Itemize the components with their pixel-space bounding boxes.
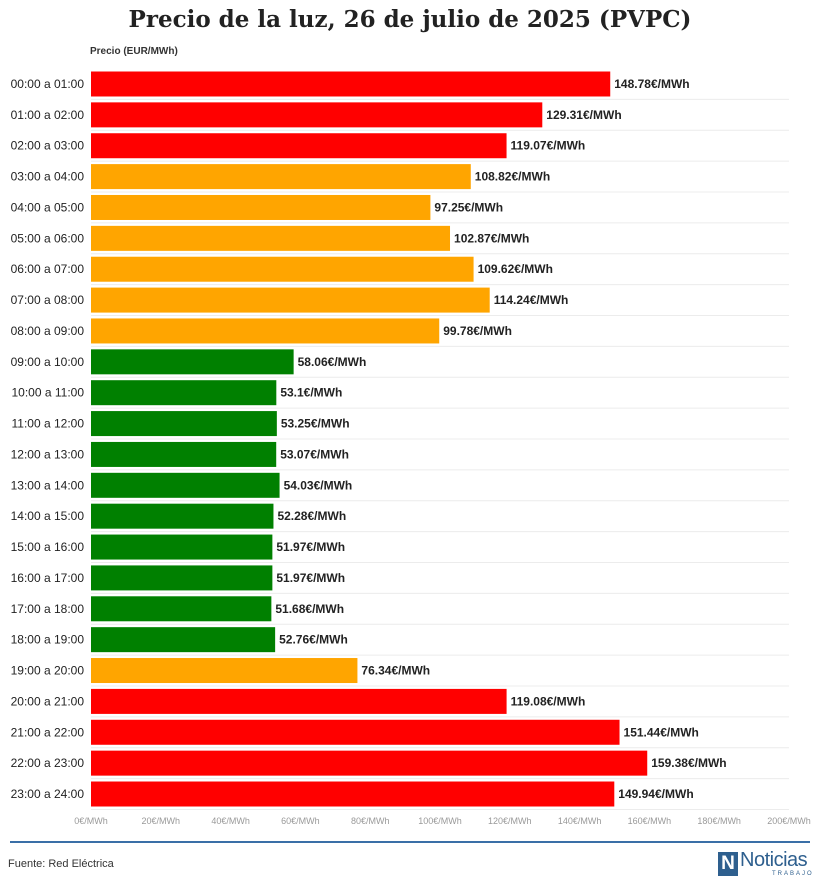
bar — [91, 750, 648, 776]
bar — [91, 256, 474, 282]
x-tick-label: 20€/MWh — [142, 816, 181, 826]
chart-title: Precio de la luz, 26 de julio de 2025 (P… — [128, 6, 692, 33]
bar — [91, 287, 490, 313]
bar — [91, 472, 280, 498]
bar — [91, 318, 440, 344]
bar — [91, 225, 451, 251]
bar — [91, 627, 276, 653]
y-category-label: 15:00 a 16:00 — [11, 540, 85, 554]
x-tick-label: 200€/MWh — [767, 816, 811, 826]
bar-value-label: 51.97€/MWh — [276, 540, 345, 554]
bar — [91, 133, 507, 159]
bar-value-label: 58.06€/MWh — [298, 355, 367, 369]
x-tick-label: 40€/MWh — [211, 816, 250, 826]
y-category-label: 01:00 a 02:00 — [11, 108, 85, 122]
logo-mark-icon: N — [718, 852, 738, 876]
bar-value-label: 52.28€/MWh — [277, 509, 346, 523]
y-category-label: 19:00 a 20:00 — [11, 664, 85, 678]
bar-value-label: 148.78€/MWh — [614, 77, 689, 91]
footer-divider — [10, 841, 810, 843]
bar-value-label: 99.78€/MWh — [443, 324, 512, 338]
bar — [91, 565, 273, 591]
bar-value-label: 76.34€/MWh — [361, 664, 430, 678]
y-category-label: 17:00 a 18:00 — [11, 602, 85, 616]
bar — [91, 102, 543, 128]
bar-value-label: 119.08€/MWh — [511, 694, 586, 708]
x-tick-label: 140€/MWh — [558, 816, 602, 826]
bar-value-label: 51.68€/MWh — [275, 602, 344, 616]
y-category-label: 18:00 a 19:00 — [11, 633, 85, 647]
bar-chart: 0€/MWh 20€/MWh 40€/MWh 60€/MWh 80€/MWh 100€/M… — [11, 71, 811, 826]
bar-value-label: 109.62€/MWh — [478, 262, 553, 276]
bar — [91, 719, 620, 745]
y-category-label: 07:00 a 08:00 — [11, 293, 85, 307]
y-category-label: 21:00 a 22:00 — [11, 725, 85, 739]
y-category-label: 03:00 a 04:00 — [11, 170, 85, 184]
y-category-label: 06:00 a 07:00 — [11, 262, 85, 276]
y-category-label: 13:00 a 14:00 — [11, 478, 85, 492]
y-category-label: 05:00 a 06:00 — [11, 231, 85, 245]
bar — [91, 534, 273, 560]
bar — [91, 380, 277, 406]
bar — [91, 596, 272, 622]
bar — [91, 71, 611, 97]
y-category-label: 11:00 a 12:00 — [11, 417, 84, 431]
bar-value-label: 119.07€/MWh — [511, 139, 586, 153]
y-category-label: 14:00 a 15:00 — [11, 509, 85, 523]
y-category-label: 22:00 a 23:00 — [11, 756, 85, 770]
bar-value-label: 52.76€/MWh — [279, 633, 348, 647]
x-tick-label: 120€/MWh — [488, 816, 532, 826]
bar-value-label: 97.25€/MWh — [434, 200, 503, 214]
logo-sub: TRABAJO — [772, 871, 814, 877]
bar-value-label: 51.97€/MWh — [276, 571, 345, 585]
bar-value-label: 53.25€/MWh — [281, 417, 350, 431]
y-category-label: 23:00 a 24:00 — [11, 787, 85, 801]
bar — [91, 688, 507, 714]
source-note: Fuente: Red Eléctrica — [8, 858, 114, 870]
y-axis-label: Precio (EUR/MWh) — [90, 46, 178, 57]
y-category-label: 08:00 a 09:00 — [11, 324, 85, 338]
x-tick-label: 60€/MWh — [281, 816, 320, 826]
y-category-label: 12:00 a 13:00 — [11, 447, 85, 461]
bar-value-label: 102.87€/MWh — [454, 231, 529, 245]
x-tick-label: 80€/MWh — [351, 816, 390, 826]
bar-value-label: 53.1€/MWh — [280, 386, 342, 400]
bar — [91, 164, 471, 190]
bar — [91, 194, 431, 220]
x-tick-label: 100€/MWh — [418, 816, 462, 826]
bar-value-label: 108.82€/MWh — [475, 170, 550, 184]
bar-value-label: 54.03€/MWh — [284, 478, 353, 492]
bar-value-label: 149.94€/MWh — [618, 787, 693, 801]
bar — [91, 781, 615, 807]
bar-value-label: 53.07€/MWh — [280, 447, 349, 461]
bar-value-label: 151.44€/MWh — [624, 725, 699, 739]
y-category-label: 20:00 a 21:00 — [11, 694, 85, 708]
bar-value-label: 129.31€/MWh — [546, 108, 621, 122]
y-category-label: 16:00 a 17:00 — [11, 571, 85, 585]
bar-value-label: 114.24€/MWh — [494, 293, 569, 307]
y-category-label: 00:00 a 01:00 — [11, 77, 85, 91]
bar-value-label: 159.38€/MWh — [651, 756, 726, 770]
bar — [91, 349, 294, 375]
y-category-label: 10:00 a 11:00 — [11, 386, 84, 400]
x-tick-label: 180€/MWh — [697, 816, 741, 826]
logo-brand: Noticias — [740, 849, 808, 871]
x-tick-label: 0€/MWh — [74, 816, 108, 826]
y-category-label: 09:00 a 10:00 — [11, 355, 85, 369]
noticias-trabajo-logo: N Noticias TRABAJO — [718, 849, 814, 879]
bar — [91, 658, 358, 684]
y-category-label: 04:00 a 05:00 — [11, 200, 85, 214]
bar — [91, 503, 274, 529]
x-tick-label: 160€/MWh — [628, 816, 672, 826]
bar — [91, 411, 277, 437]
bar — [91, 441, 277, 467]
y-category-label: 02:00 a 03:00 — [11, 139, 85, 153]
